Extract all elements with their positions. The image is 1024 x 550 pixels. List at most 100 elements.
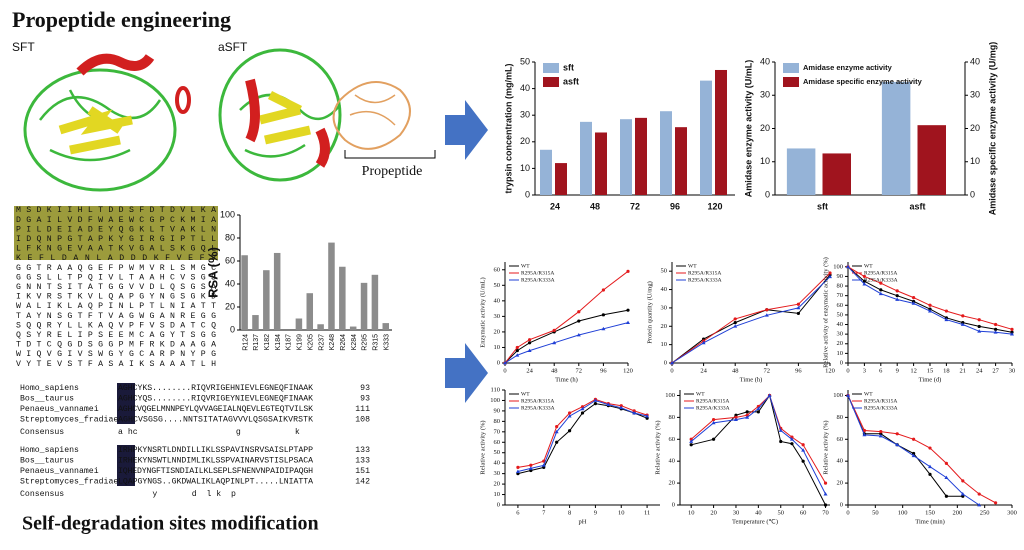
chart: 0 20 40 60 80 100 Relative activity (%) Time (m… <box>822 390 1017 525</box>
species: Penaeus_vannamei <box>20 404 99 414</box>
marker <box>944 309 949 313</box>
series-line <box>504 309 629 364</box>
y-tick-label: 40 <box>494 460 501 467</box>
y-tick-label: 40 <box>837 458 844 465</box>
residue-count: 111 <box>355 405 370 414</box>
x-tick-label: 10 <box>618 509 625 516</box>
marker <box>733 417 738 421</box>
bar <box>295 318 303 330</box>
y-tick-label: 0 <box>840 501 843 508</box>
y-tick-label: 10 <box>760 156 770 166</box>
marker <box>994 327 998 331</box>
y-tick-label: 0 <box>497 501 500 508</box>
x-tick-label: 120 <box>825 367 835 374</box>
series-line <box>504 270 629 364</box>
marker <box>734 415 738 419</box>
bar <box>917 125 946 195</box>
legend-label: R295A/R315A <box>864 270 897 276</box>
marker <box>701 340 706 345</box>
legend-label: sft <box>563 62 574 72</box>
marker <box>912 451 916 456</box>
marker <box>567 414 572 418</box>
consensus: y d l k p <box>118 489 236 499</box>
marker <box>626 320 630 324</box>
x-tick-label: K182 <box>264 334 271 350</box>
marker <box>895 432 899 436</box>
structure-label: aSFT <box>218 40 248 54</box>
y-tick-label: 40 <box>225 278 235 288</box>
bar <box>360 282 368 330</box>
legend-label: R295A/K333A <box>864 405 898 411</box>
legend-label: WT <box>864 263 873 269</box>
legend-label: WT <box>696 391 705 397</box>
marker <box>555 440 559 444</box>
x-tick-label: K199 <box>297 334 304 350</box>
y-tick-label: 10 <box>494 491 501 498</box>
legend-label: WT <box>688 263 697 269</box>
marker <box>689 443 693 447</box>
y-tick-label: 10 <box>837 350 844 357</box>
sequence-line: IKVRSTKVLQAPGYNGSGKD <box>16 293 216 302</box>
marker <box>823 481 828 485</box>
x-tick-label: 6 <box>516 509 520 516</box>
y-tick-label: 20 <box>494 328 501 335</box>
bar <box>786 148 816 195</box>
x-tick-label: 30 <box>1009 367 1016 374</box>
marker <box>790 435 794 439</box>
alignment: Homo_sapiens AGHCYKS........RIQVRIGEHNIEV… <box>20 383 370 499</box>
x-tick-label: K184 <box>275 334 282 350</box>
sft-structure <box>23 53 191 192</box>
y-tick-label: 20 <box>760 123 770 133</box>
bar <box>580 121 592 195</box>
marker <box>879 430 883 434</box>
marker <box>879 281 883 285</box>
marker <box>928 464 932 469</box>
x-tick-label: 96 <box>670 201 680 211</box>
bar <box>881 81 911 195</box>
residue-count: 93 <box>360 384 370 393</box>
marker <box>862 274 867 279</box>
x-tick-label: 6 <box>879 367 883 374</box>
marker <box>994 501 998 505</box>
marker <box>878 434 883 438</box>
marker <box>796 311 801 316</box>
x-tick-label: 70 <box>822 509 829 516</box>
marker <box>689 439 694 443</box>
marker <box>555 424 559 429</box>
x-tick-label: 24 <box>526 367 533 374</box>
marker <box>796 305 801 310</box>
bar <box>328 242 335 330</box>
marker <box>626 269 630 273</box>
marker <box>734 413 738 417</box>
marker <box>689 437 693 441</box>
legend-label: R295A/R315A <box>696 398 729 404</box>
y-tick-label: 80 <box>837 283 844 290</box>
y2-tick-label: 10 <box>970 156 980 166</box>
marker <box>529 463 533 467</box>
bar <box>339 266 346 330</box>
y-tick-label: 10 <box>661 341 668 348</box>
marker <box>960 322 965 326</box>
marker <box>756 406 761 411</box>
legend-swatch <box>543 77 559 87</box>
x-tick-label: K333 <box>383 334 390 350</box>
x-tick-label: 72 <box>576 367 583 374</box>
y-tick-label: 80 <box>837 414 844 421</box>
legend-label: R295A/K333A <box>688 277 722 283</box>
x-tick-label: 15 <box>927 367 934 374</box>
marker <box>745 410 749 414</box>
marker <box>515 469 520 473</box>
y-tick-label: 60 <box>494 439 501 446</box>
species: Penaeus_vannamei <box>20 466 99 476</box>
marker <box>801 459 805 463</box>
x-tick-label: R137 <box>253 334 260 351</box>
marker <box>895 294 899 298</box>
y-axis-label: Amidase enzyme activity (U/mL) <box>743 60 753 198</box>
x-tick-label: 11 <box>644 509 650 516</box>
x-tick-label: 72 <box>764 367 771 374</box>
marker <box>779 439 783 444</box>
aligned-sequence: IQHEDYNGFTISNDIAILKLSEPLSFNENVNPAIDIPAQG… <box>118 467 313 476</box>
marker <box>606 402 611 407</box>
marker <box>944 317 949 322</box>
bar <box>263 270 270 330</box>
